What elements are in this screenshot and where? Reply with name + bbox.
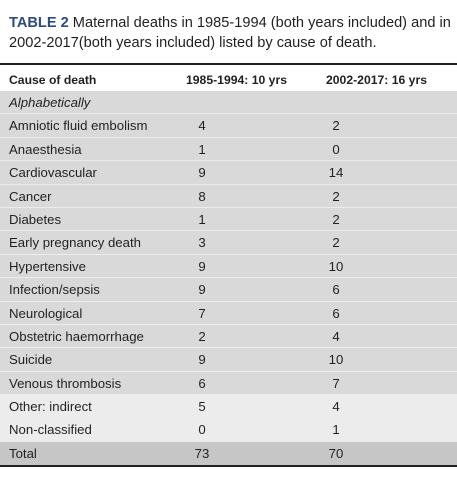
period-2-cell: 2	[332, 188, 340, 204]
period-1-cell: 9	[198, 258, 206, 274]
cause-cell: Suicide	[9, 352, 53, 368]
period-1-cell: 9	[198, 352, 206, 368]
period-2-cell: 10	[328, 352, 344, 368]
cause-cell: Cancer	[9, 188, 52, 204]
header-cause: Cause of death	[9, 73, 97, 87]
period-1-cell: 6	[198, 375, 206, 391]
table-row: Early pregnancy death 3 2	[0, 231, 457, 255]
total-label: Total	[9, 445, 37, 461]
total-row: Total 73 70	[0, 441, 457, 467]
period-1-cell: 1	[198, 141, 206, 157]
period-2-cell: 2	[332, 235, 340, 251]
table-row: Venous thrombosis 6 7	[0, 371, 457, 396]
period-1-cell: 9	[198, 282, 206, 298]
period-2-cell: 7	[332, 375, 340, 391]
cause-cell: Non-classified	[9, 422, 92, 438]
period-1-cell: 0	[198, 422, 206, 438]
table-row: Other: indirect 5 4	[0, 395, 457, 419]
total-period-2: 70	[328, 445, 344, 461]
period-2-cell: 2	[332, 118, 340, 134]
cause-cell: Hypertensive	[9, 258, 86, 274]
cause-cell: Diabetes	[9, 211, 62, 227]
table-row: Infection/sepsis 9 6	[0, 278, 457, 302]
period-1-cell: 9	[198, 165, 206, 181]
cause-cell: Amniotic fluid embolism	[9, 118, 148, 134]
table-row: Diabetes 1 2	[0, 207, 457, 232]
period-2-cell: 10	[328, 258, 344, 274]
table-label: TABLE 2	[9, 15, 69, 31]
caption-text: Maternal deaths in 1985-1994 (both years…	[9, 15, 451, 51]
subheading-row: Alphabetically	[0, 91, 457, 115]
period-1-cell: 7	[198, 305, 206, 321]
cause-cell: Anaesthesia	[9, 141, 82, 157]
period-2-cell: 14	[328, 165, 344, 181]
header-period-2: 2002-2017: 16 yrs	[326, 73, 427, 87]
header-period-1: 1985-1994: 10 yrs	[186, 73, 287, 87]
deaths-table: Cause of death 1985-1994: 10 yrs 2002-20…	[0, 63, 457, 467]
subheading-label: Alphabetically	[9, 95, 91, 110]
table-row: Neurological 7 6	[0, 301, 457, 325]
table-caption: TABLE 2 Maternal deaths in 1985-1994 (bo…	[9, 13, 454, 53]
cause-cell: Cardiovascular	[9, 165, 97, 181]
period-1-cell: 1	[198, 211, 206, 227]
period-1-cell: 8	[198, 188, 206, 204]
period-2-cell: 2	[332, 211, 340, 227]
table-row: Cardiovascular 9 14	[0, 161, 457, 185]
period-2-cell: 4	[332, 399, 340, 415]
period-2-cell: 0	[332, 141, 340, 157]
table-row: Cancer 8 2	[0, 184, 457, 208]
table-row: Obstetric haemorrhage 2 4	[0, 324, 457, 349]
period-1-cell: 3	[198, 235, 206, 251]
cause-cell: Early pregnancy death	[9, 235, 141, 251]
period-2-cell: 4	[332, 328, 340, 344]
table-row: Hypertensive 9 10	[0, 254, 457, 279]
cause-cell: Neurological	[9, 305, 83, 321]
period-2-cell: 6	[332, 282, 340, 298]
period-1-cell: 4	[198, 118, 206, 134]
total-period-1: 73	[194, 445, 210, 461]
period-1-cell: 5	[198, 399, 206, 415]
cause-cell: Obstetric haemorrhage	[9, 328, 144, 344]
table-row: Amniotic fluid embolism 4 2	[0, 114, 457, 138]
table-header: Cause of death 1985-1994: 10 yrs 2002-20…	[0, 63, 457, 91]
table-row: Suicide 9 10	[0, 348, 457, 372]
period-2-cell: 6	[332, 305, 340, 321]
cause-cell: Other: indirect	[9, 399, 92, 415]
table-row: Anaesthesia 1 0	[0, 137, 457, 162]
cause-cell: Venous thrombosis	[9, 375, 122, 391]
period-2-cell: 1	[332, 422, 340, 438]
table-row: Non-classified 0 1	[0, 418, 457, 442]
cause-cell: Infection/sepsis	[9, 282, 100, 298]
period-1-cell: 2	[198, 328, 206, 344]
